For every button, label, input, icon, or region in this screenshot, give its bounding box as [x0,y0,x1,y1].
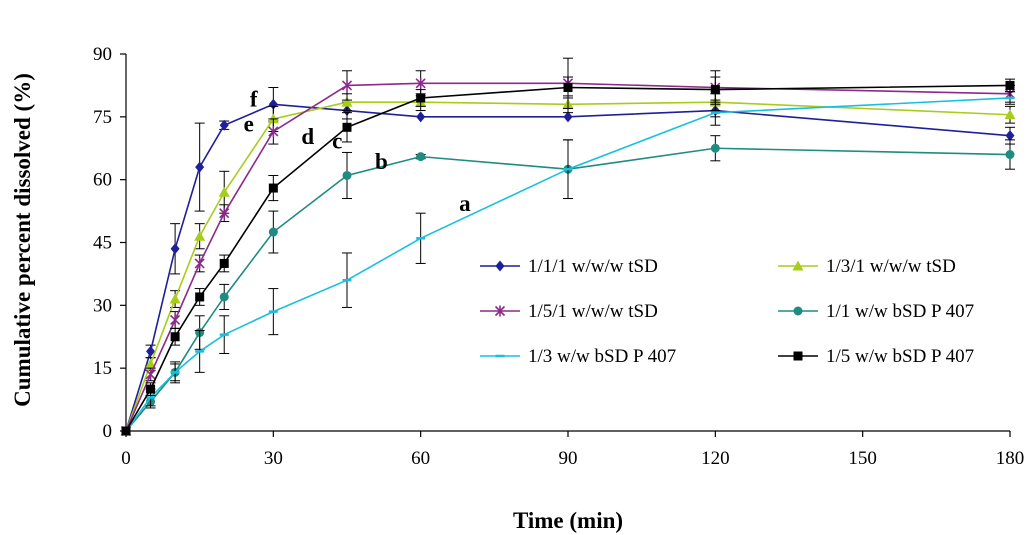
data-point [416,93,426,103]
data-point [195,292,205,302]
legend-marker [495,260,505,272]
y-tick-label: 90 [93,44,112,65]
x-tick-label: 30 [264,448,283,469]
y-axis-title: Cumulative percent dissolved (%) [10,73,35,407]
data-point [341,96,353,107]
data-point [415,77,426,89]
data-point [170,243,180,255]
curve-label-f: f [250,86,258,111]
series-5 [121,91,1015,433]
legend-item: 1/1/1 w/w/w tSD [480,256,658,277]
data-point [1005,80,1015,90]
y-tick-label: 45 [93,233,112,254]
data-point [170,332,180,342]
data-point [219,292,229,302]
y-tick-label: 15 [93,358,112,379]
legend-item: 1/5 w/w bSD P 407 [778,346,974,367]
data-point [219,207,230,219]
legend-marker [494,305,506,317]
data-point [146,384,156,394]
series-6 [121,76,1015,436]
y-tick-label: 75 [93,107,112,128]
data-point [1004,109,1016,120]
series-layer [120,57,1016,437]
y-tick-label: 60 [93,170,112,191]
legend-label: 1/1/1 w/w/w tSD [528,256,658,277]
x-tick-label: 90 [559,448,578,469]
data-point [563,111,573,123]
data-point [342,122,352,132]
x-axis-title: Time (min) [513,508,623,533]
data-point [268,183,278,193]
data-point [121,426,131,436]
data-point [268,125,279,137]
x-tick-label: 0 [121,448,131,469]
curve-label-b: b [375,149,388,174]
data-point [219,119,229,131]
x-tick-label: 120 [701,448,730,469]
data-point [218,186,230,197]
legend-label: 1/3/1 w/w/w tSD [826,256,956,277]
legend-label: 1/3 w/w bSD P 407 [528,346,676,367]
data-point [195,161,205,173]
y-tick-label: 0 [103,421,113,442]
x-tick-label: 60 [411,448,430,469]
legend-item: 1/3 w/w bSD P 407 [480,346,676,367]
legend-marker [792,260,804,271]
data-point [268,98,278,110]
curve-label-d: d [301,124,314,149]
data-point [268,227,278,237]
curve-label-c: c [332,128,342,153]
data-point [194,230,206,241]
curve-label-a: a [459,191,471,216]
data-point [194,257,205,269]
data-point [416,152,426,162]
legend: 1/1/1 w/w/w tSD 1/3/1 w/w/w tSD 1/5/1 w/w/… [480,256,974,367]
data-point [710,143,720,153]
legend-marker [793,351,803,361]
data-point [342,170,352,180]
data-point [416,111,426,123]
data-point [341,79,353,91]
data-point [1005,150,1015,160]
curve-letters: a b cd ef [244,86,471,216]
legend-label: 1/1 w/w bSD P 407 [826,301,974,322]
data-point [145,358,157,369]
axes: 0 15 30 45 60 75 90 0 30 60 90 120 150 180 [93,44,1024,469]
data-point [170,314,181,326]
y-tick-label: 30 [93,295,112,316]
legend-label: 1/5/1 w/w/w tSD [528,301,658,322]
x-tick-label: 180 [996,448,1025,469]
legend-item: 1/5/1 w/w/w tSD [480,301,658,322]
data-point [1005,130,1015,142]
legend-marker [793,306,803,316]
curve-label-e: e [244,111,254,136]
data-point [710,85,720,95]
data-point [145,368,156,380]
legend-label: 1/5 w/w bSD P 407 [826,346,974,367]
legend-item: 1/3/1 w/w/w tSD [778,256,956,277]
data-point [146,345,156,357]
data-point [563,83,573,93]
data-point [219,258,229,268]
legend-item: 1/1 w/w bSD P 407 [778,301,974,322]
x-tick-label: 150 [848,448,877,469]
data-point [169,293,181,304]
